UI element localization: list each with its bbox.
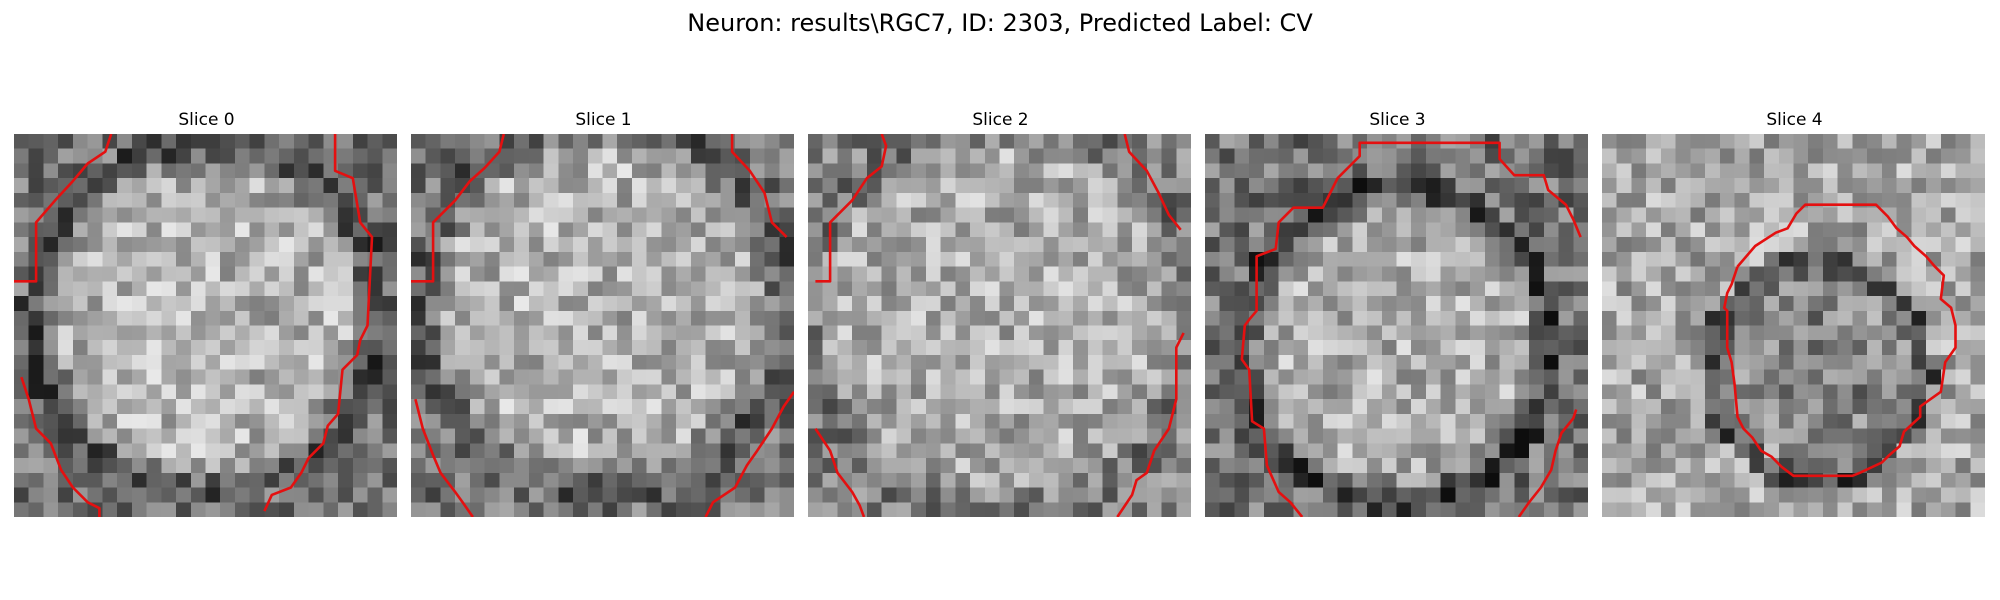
segmentation-contour [263, 134, 374, 512]
slice-panel-2: Slice 2 [808, 108, 1193, 517]
pixel-grid [808, 134, 1191, 517]
segmentation-contour [704, 391, 794, 517]
segmentation-contour [414, 398, 474, 517]
segmentation-contour [1123, 134, 1182, 231]
slice-image [411, 134, 794, 517]
slice-image [14, 134, 397, 517]
slice-panel-1: Slice 1 [411, 108, 796, 517]
slice-title: Slice 4 [1766, 110, 1823, 130]
segmentation-contour [411, 134, 506, 283]
pixel-grid [1205, 134, 1588, 517]
slice-title: Slice 2 [972, 110, 1029, 130]
segmentation-contour [1723, 203, 1957, 478]
slice-panel-0: Slice 0 [14, 108, 399, 517]
segmentation-contour [815, 134, 888, 283]
segmentation-contour [1517, 409, 1578, 517]
pixel-grid [14, 134, 397, 517]
slice-panel-4: Slice 4 [1602, 108, 1987, 517]
segmentation-contour [814, 427, 866, 517]
figure-title: Neuron: results\RGC7, ID: 2303, Predicte… [687, 9, 1313, 37]
segmentation-contour [730, 134, 788, 239]
slice-image [1602, 134, 1985, 517]
slice-panel-3: Slice 3 [1205, 108, 1590, 517]
segmentation-contour [14, 134, 113, 283]
slice-title: Slice 3 [1369, 110, 1426, 130]
segmentation-contour [1116, 332, 1185, 517]
slice-title: Slice 0 [178, 110, 235, 130]
slice-title: Slice 1 [575, 110, 632, 130]
slice-image [1205, 134, 1588, 517]
pixel-grid [1602, 134, 1985, 517]
slice-image [808, 134, 1191, 517]
segmentation-contour [1240, 141, 1582, 517]
segmentation-contour [20, 376, 101, 517]
pixel-grid [411, 134, 794, 517]
